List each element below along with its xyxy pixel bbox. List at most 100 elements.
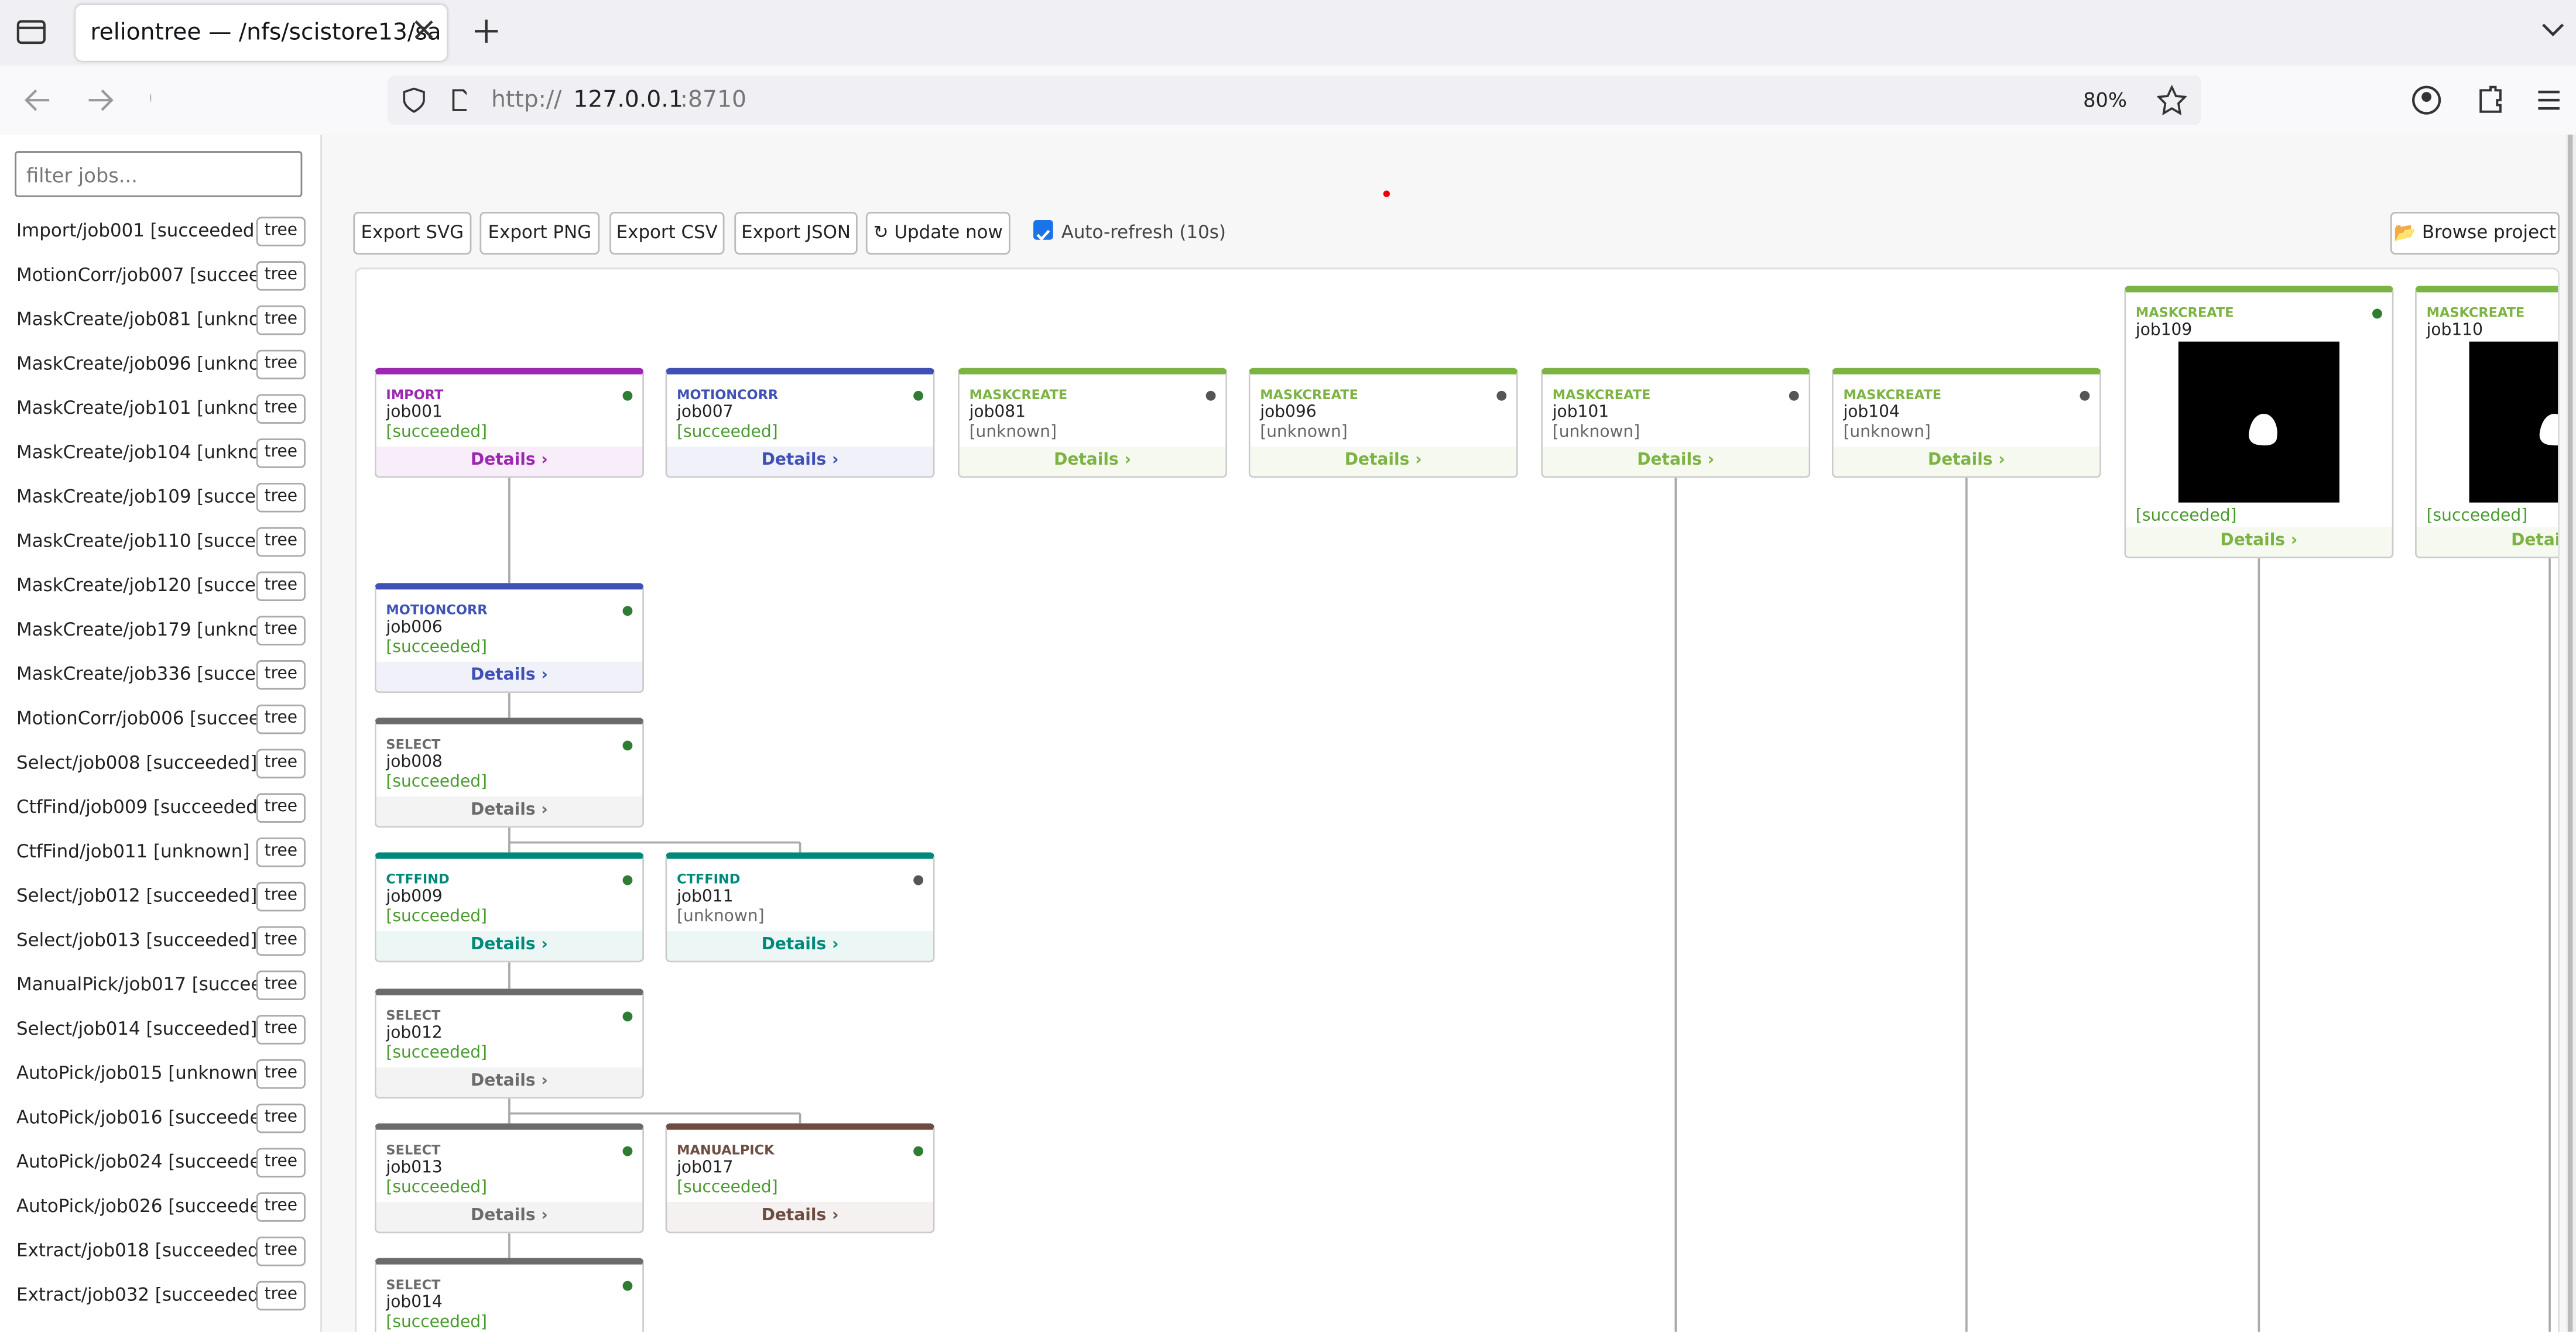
toolbar-button[interactable]: ↻ Update now <box>865 211 1010 255</box>
details-button[interactable]: Details › <box>1542 447 1809 476</box>
details-button[interactable]: Details › <box>1250 447 1517 476</box>
toolbar-button[interactable]: Export CSV <box>609 211 725 255</box>
job-item[interactable]: MaskCreate/job179 [unkno... <box>16 619 277 641</box>
job-item[interactable]: MotionCorr/job007 [succeed... <box>16 264 289 286</box>
scrollbar[interactable] <box>2566 135 2576 1332</box>
mask-image <box>2469 341 2558 503</box>
job-name: job006 <box>386 619 443 637</box>
tree-button[interactable]: tree <box>256 970 306 1000</box>
details-button[interactable]: Details › <box>667 931 933 961</box>
job-item[interactable]: MaskCreate/job336 [succee... <box>16 663 285 685</box>
tree-button[interactable]: tree <box>256 438 306 468</box>
details-button[interactable]: Details › <box>376 1202 643 1232</box>
tree-button[interactable]: tree <box>256 261 306 291</box>
details-button[interactable]: Details › <box>376 447 643 476</box>
url-bar[interactable]: http:// 127.0.0.1 :8710 80% <box>388 75 2202 125</box>
job-item[interactable]: AutoPick/job016 [succeeded] <box>16 1107 280 1128</box>
job-item[interactable]: AutoPick/job026 [succeeded] <box>16 1195 280 1217</box>
job-item[interactable]: Extract/job018 [succeeded] <box>16 1240 266 1262</box>
tab-close[interactable] <box>411 16 437 43</box>
job-item[interactable]: AutoPick/job024 [succeeded] <box>16 1151 280 1173</box>
tree-button[interactable]: tree <box>256 1103 306 1134</box>
job-item[interactable]: MaskCreate/job096 [unkno... <box>16 353 277 375</box>
nav-buttons[interactable] <box>20 84 152 116</box>
tab-menu[interactable] <box>2540 16 2566 43</box>
job-item[interactable]: MaskCreate/job110 [succee... <box>16 530 285 552</box>
job-item[interactable]: ManualPick/job017 [succeed... <box>16 974 291 995</box>
details-button[interactable]: Details › <box>2416 527 2558 557</box>
details-button[interactable]: Details › <box>667 1202 933 1232</box>
job-item[interactable]: AutoPick/job015 [unknown] <box>16 1062 265 1084</box>
url-icons <box>403 87 467 113</box>
browse-button[interactable]: 📂 Browse project <box>2390 211 2560 255</box>
job-name: job109 <box>2135 321 2193 340</box>
tree-button[interactable]: tree <box>256 1015 306 1045</box>
job-item[interactable]: Select/job012 [succeeded] <box>16 885 258 907</box>
toolbar-button[interactable]: Export PNG <box>479 211 600 255</box>
job-item[interactable]: MaskCreate/job081 [unkno... <box>16 308 277 331</box>
url-port: :8710 <box>680 87 746 114</box>
toolbar-button[interactable]: Export JSON <box>734 211 858 255</box>
tree-button[interactable]: tree <box>256 527 306 557</box>
tab-list-icon[interactable] <box>13 13 49 49</box>
tree-button[interactable]: tree <box>256 660 306 690</box>
job-type: CTFFIND <box>386 872 450 887</box>
tree-button[interactable]: tree <box>256 482 306 513</box>
details-button[interactable]: Details › <box>1833 447 2100 476</box>
job-type: MASKCREATE <box>2135 305 2234 321</box>
tree-button[interactable]: tree <box>256 749 306 779</box>
bookmark-star[interactable] <box>2157 85 2187 115</box>
job-item[interactable]: MotionCorr/job006 [succeed... <box>16 708 289 729</box>
tree-button[interactable]: tree <box>256 616 306 646</box>
tab-title: reliontree — /nfs/scistore13/sa <box>90 19 441 46</box>
details-button[interactable]: Details › <box>376 796 643 826</box>
job-item[interactable]: Import/job001 [succeeded] <box>16 220 262 242</box>
job-item[interactable]: MaskCreate/job109 [succee... <box>16 486 285 508</box>
details-button[interactable]: Details › <box>959 447 1226 476</box>
tree-button[interactable]: tree <box>256 1148 306 1177</box>
details-button[interactable]: Details › <box>667 447 933 476</box>
tree-button[interactable]: tree <box>256 881 306 912</box>
job-item[interactable]: MaskCreate/job101 [unkno... <box>16 397 277 419</box>
job-item[interactable]: Select/job013 [succeeded] <box>16 929 258 951</box>
job-card: MANUALPICK job017 [succeeded] Details › <box>665 1123 935 1234</box>
tree-button[interactable]: tree <box>256 926 306 956</box>
details-button[interactable]: Details › <box>376 661 643 692</box>
tab[interactable]: reliontree — /nfs/scistore13/sa <box>76 5 447 61</box>
job-item[interactable]: MaskCreate/job120 [succee... <box>16 575 285 596</box>
tree-button[interactable]: tree <box>256 571 306 602</box>
tree-button[interactable]: tree <box>256 1059 306 1089</box>
details-button[interactable]: Details › <box>376 931 643 961</box>
job-status: [succeeded] <box>677 1179 778 1197</box>
toolbar-button[interactable]: Export SVG <box>353 211 472 255</box>
details-button[interactable]: Details › <box>376 1067 643 1097</box>
zoom-level[interactable]: 80% <box>2083 88 2127 112</box>
tree-button[interactable]: tree <box>256 394 306 424</box>
tree-button[interactable]: tree <box>256 793 306 823</box>
tree-button[interactable]: tree <box>256 1280 306 1311</box>
job-item[interactable]: CtfFind/job009 [succeeded] <box>16 796 265 818</box>
tree-button[interactable]: tree <box>256 217 306 246</box>
job-type: MASKCREATE <box>2426 305 2525 321</box>
tree-button[interactable]: tree <box>256 1192 306 1222</box>
job-card: MASKCREATE job104 [unknown] Details › <box>1831 368 2102 478</box>
tree-button[interactable]: tree <box>256 1236 306 1266</box>
job-status: [unknown] <box>1552 423 1640 442</box>
tree-button[interactable]: tree <box>256 305 306 335</box>
job-item[interactable]: Extract/job032 [succeeded] <box>16 1284 266 1306</box>
job-item[interactable]: Select/job014 [succeeded] <box>16 1018 258 1040</box>
tree-button[interactable]: tree <box>256 704 306 734</box>
job-item[interactable]: CtfFind/job011 [unknown] <box>16 840 250 863</box>
job-item[interactable]: MaskCreate/job104 [unkno... <box>16 441 277 464</box>
filter-input[interactable]: filter jobs... <box>15 151 303 197</box>
auto-refresh-checkbox[interactable] <box>1033 220 1053 241</box>
toolbar-icons[interactable] <box>2409 82 2573 118</box>
tree-button[interactable]: tree <box>256 349 306 380</box>
job-card: MOTIONCORR job006 [succeeded] Details › <box>374 583 644 694</box>
status-dot <box>1789 390 1799 401</box>
job-item[interactable]: Select/job008 [succeeded] <box>16 752 258 774</box>
tree-button[interactable]: tree <box>256 837 306 867</box>
nav-bar: http:// 127.0.0.1 :8710 80% <box>0 66 2576 136</box>
details-button[interactable]: Details › <box>2126 527 2392 557</box>
new-tab[interactable] <box>471 16 501 46</box>
